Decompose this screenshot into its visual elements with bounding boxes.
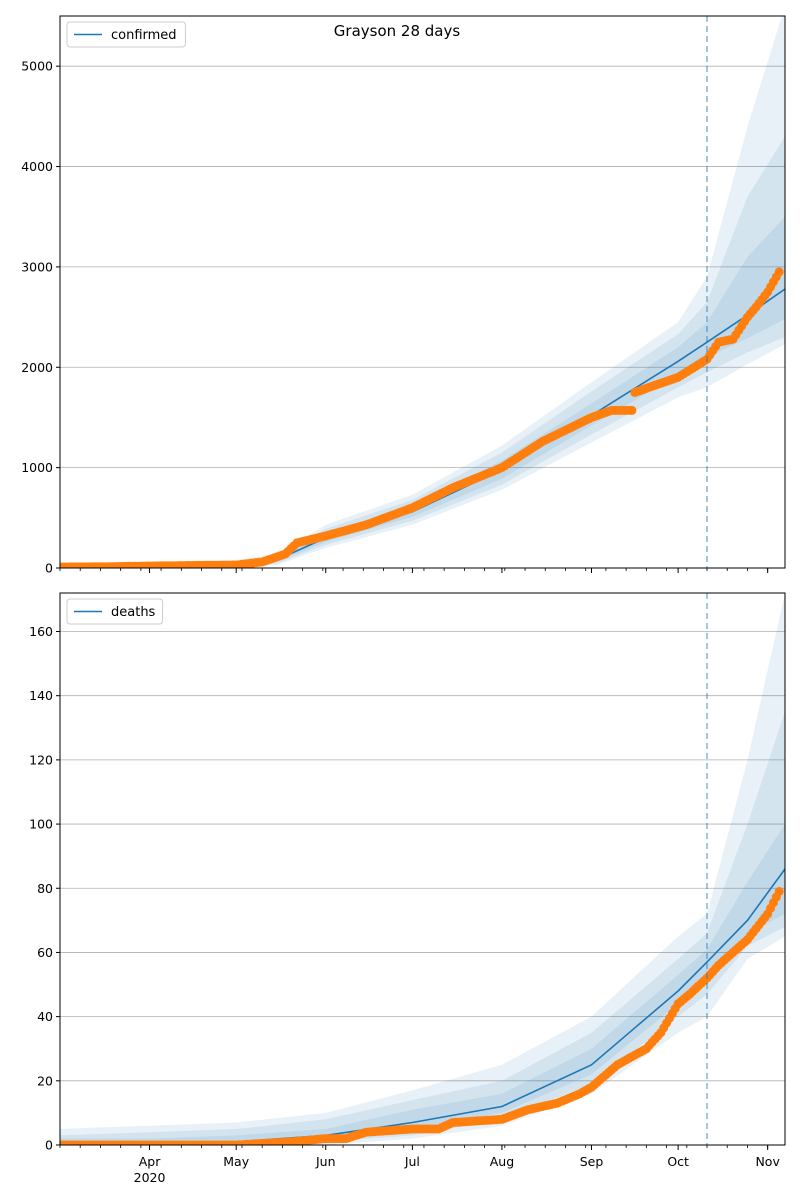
plot-area xyxy=(60,16,785,568)
observed-points xyxy=(60,267,784,568)
y-tick-label: 4000 xyxy=(21,159,53,174)
uncertainty-band-1 xyxy=(60,16,785,568)
y-tick-label: 20 xyxy=(37,1073,53,1088)
y-tick-label: 40 xyxy=(37,1009,53,1024)
legend-label: deaths xyxy=(111,605,156,620)
chart-title: Grayson 28 days xyxy=(334,22,461,40)
legend: confirmed xyxy=(66,21,186,48)
observed-points xyxy=(60,887,784,1145)
legend-box xyxy=(66,598,164,625)
x-tick-label: Nov xyxy=(755,1154,780,1169)
plot-area xyxy=(60,593,785,1145)
y-tick-label: 120 xyxy=(29,752,53,767)
y-tick-label: 2000 xyxy=(21,360,53,375)
y-tick-label: 0 xyxy=(45,561,53,576)
x-tick-label: Jun xyxy=(315,1154,336,1169)
uncertainty-band-2 xyxy=(60,711,785,1145)
deaths-panel: 0 20 40 60 80 100 120 140 160 Apr May Jun Jul Aug Sep O… xyxy=(29,592,786,1185)
x-tick-label: Oct xyxy=(667,1154,689,1169)
y-tick-label: 80 xyxy=(37,881,53,896)
observed-point xyxy=(774,267,784,277)
x-tick-label: Sep xyxy=(580,1154,604,1169)
uncertainty-band-1 xyxy=(60,593,785,1145)
legend: deaths xyxy=(66,598,164,625)
observed-point xyxy=(627,405,637,415)
y-tick-label: 1000 xyxy=(21,460,53,475)
x-year-label: 2020 xyxy=(134,1170,166,1185)
axes-frame xyxy=(59,15,786,569)
x-tick-label: Apr xyxy=(139,1154,161,1169)
y-tick-label: 0 xyxy=(45,1138,53,1153)
legend-label: confirmed xyxy=(111,28,177,43)
x-tick-label: May xyxy=(223,1154,249,1169)
observed-point xyxy=(774,887,784,896)
y-tick-label: 5000 xyxy=(21,59,53,74)
y-tick-label: 100 xyxy=(29,817,53,832)
y-tick-label: 60 xyxy=(37,945,53,960)
y-tick-label: 3000 xyxy=(21,259,53,274)
x-tick-label: Jul xyxy=(404,1154,420,1169)
legend-box xyxy=(66,21,186,48)
y-tick-label: 140 xyxy=(29,688,53,703)
axes-frame xyxy=(59,592,786,1146)
x-tick-label: Aug xyxy=(490,1154,514,1169)
y-tick-label: 160 xyxy=(29,624,53,639)
confirmed-panel: 0 1000 2000 3000 4000 5000 confirmed Grayson 28… xyxy=(21,15,786,576)
